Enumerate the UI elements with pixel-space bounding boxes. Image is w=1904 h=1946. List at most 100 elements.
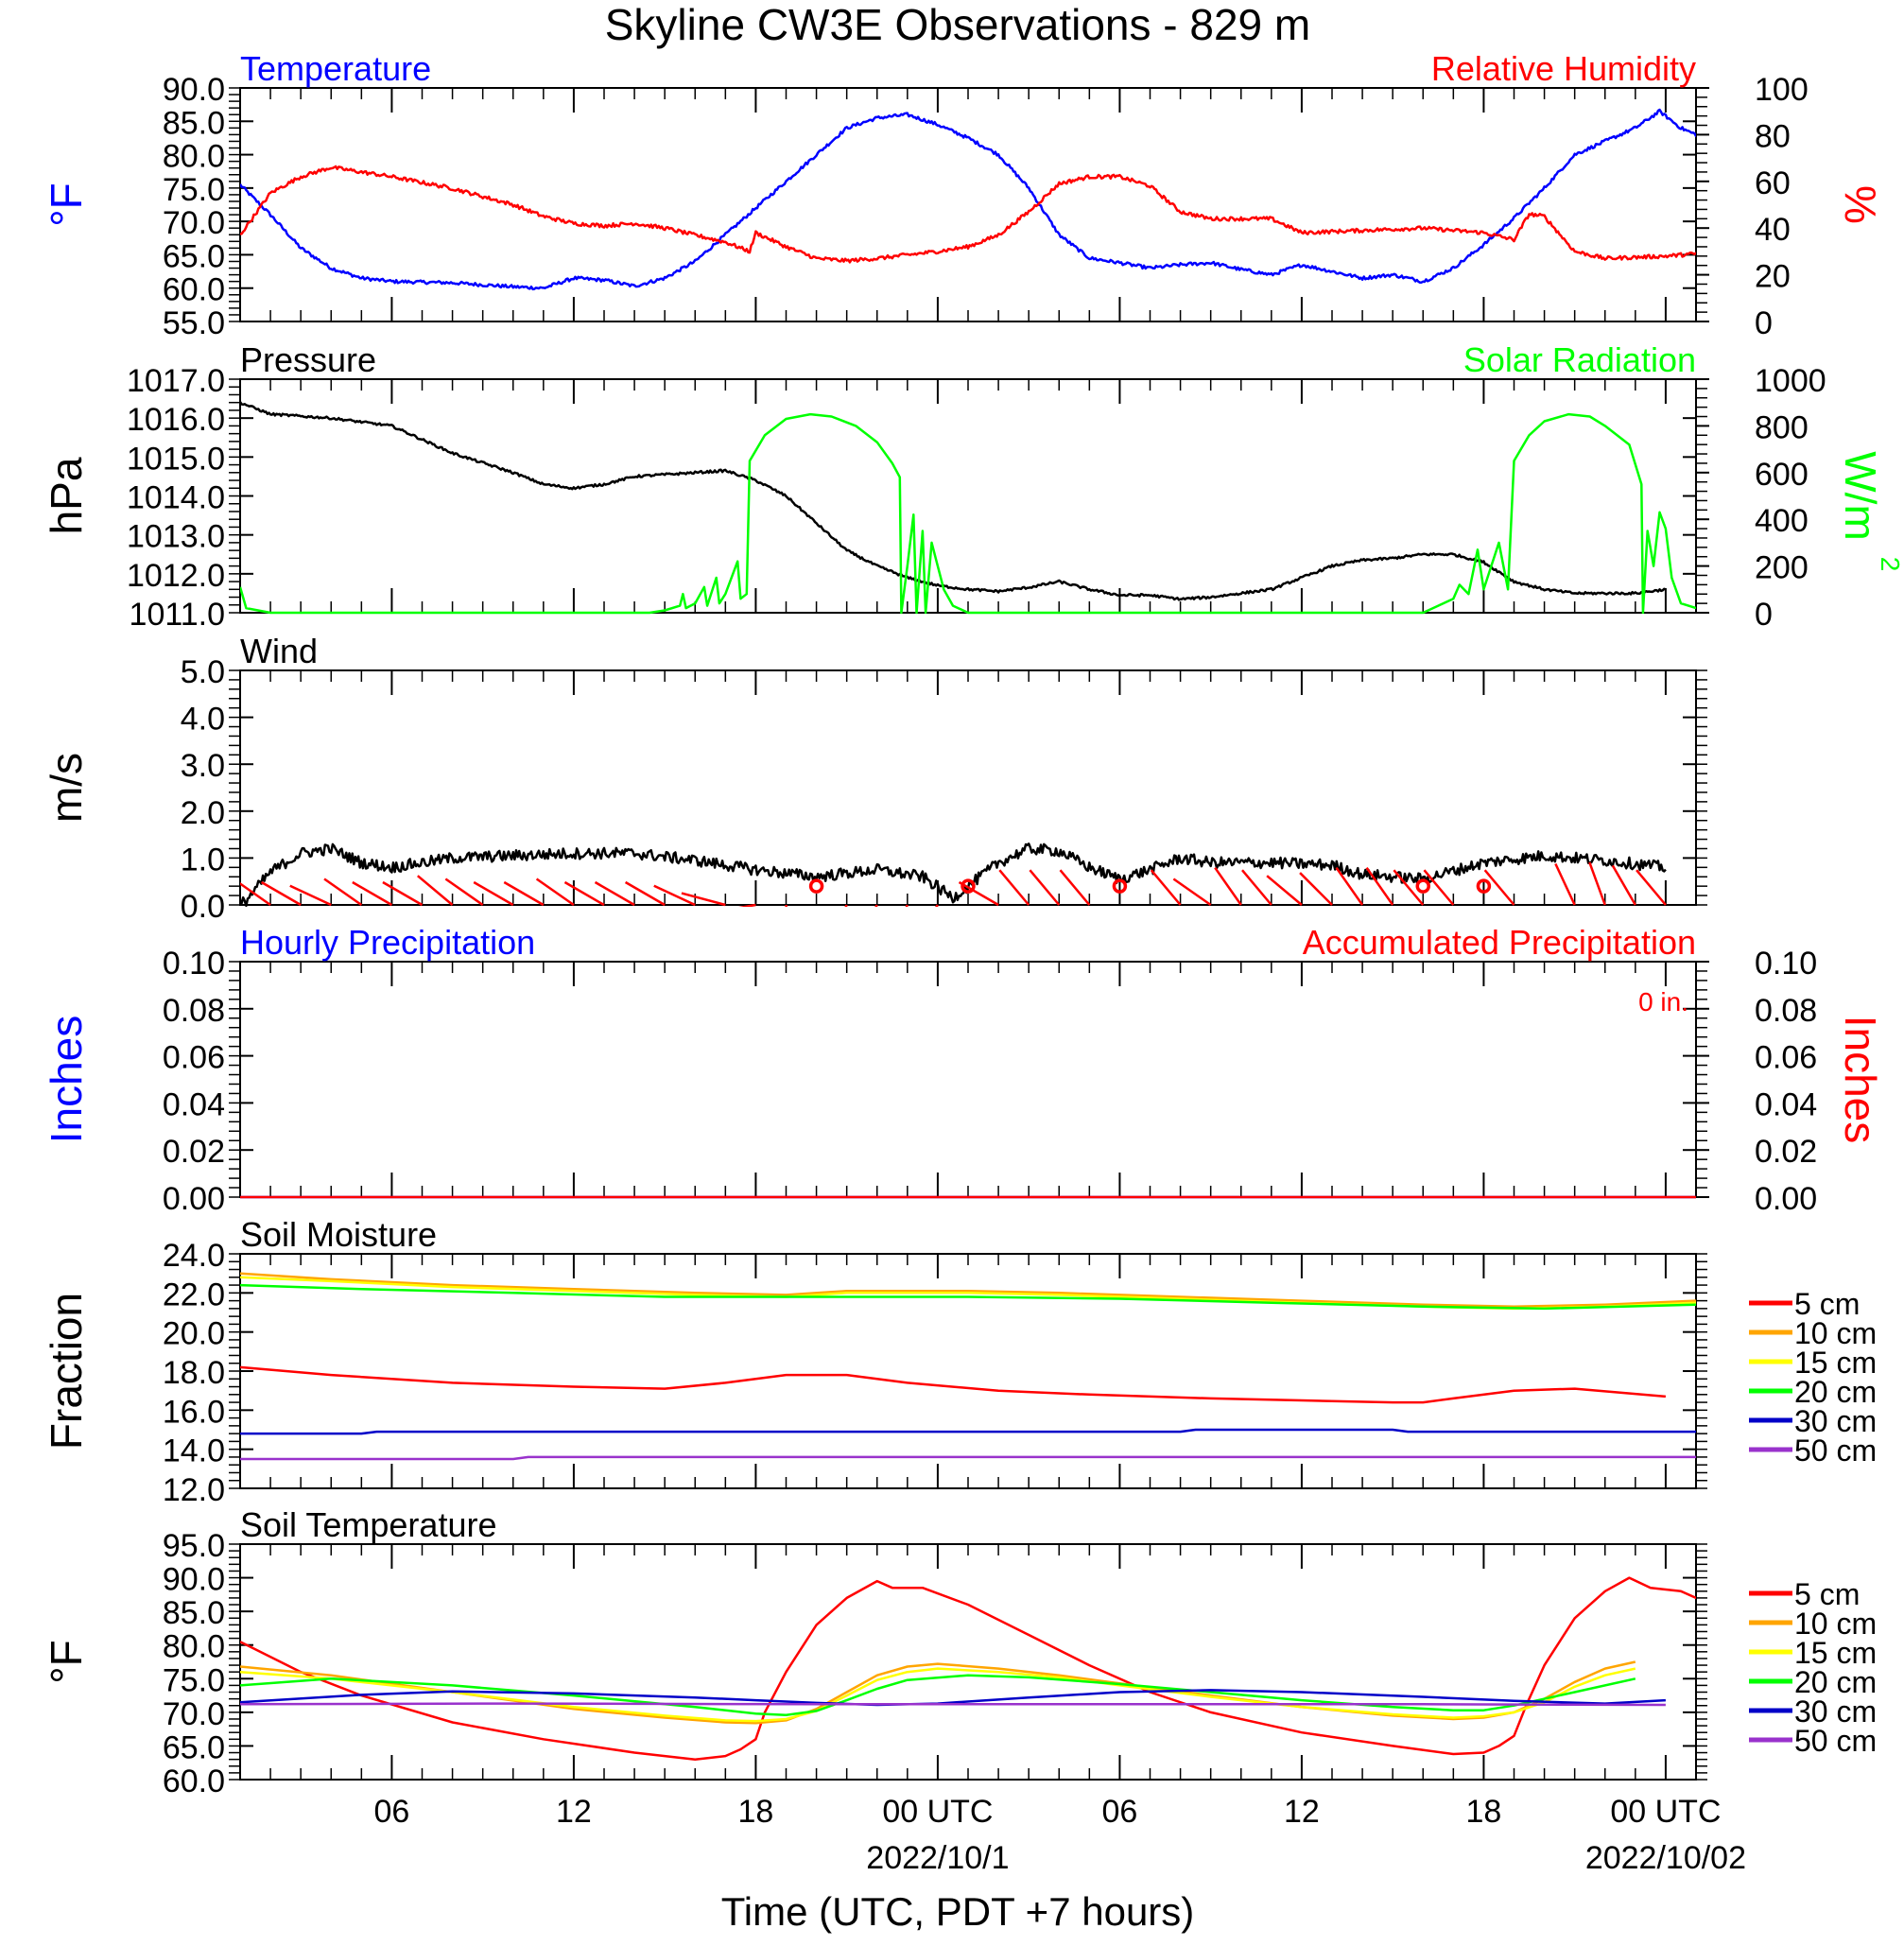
- y-tick-label: 1013.0: [127, 519, 225, 555]
- series-group: [240, 401, 1696, 615]
- wind-barb: [289, 884, 332, 907]
- wind-barb: [382, 880, 424, 907]
- calm-marker: [961, 878, 976, 894]
- panel-title-right: Accumulated Precipitation: [1303, 923, 1696, 962]
- wind-barb: [1554, 862, 1576, 906]
- series-5-cm: [240, 1365, 1667, 1404]
- panel-2: 1011.01012.01013.01014.01015.01016.01017…: [42, 340, 1904, 633]
- wind-barb: [323, 877, 363, 907]
- series-20-cm: [240, 1283, 1696, 1311]
- series-pressure: [240, 401, 1667, 601]
- wind-barb: [1423, 869, 1455, 906]
- wind-barb: [444, 877, 484, 907]
- y-tick-label: 1012.0: [127, 558, 225, 594]
- series-relative-humidity: [240, 165, 1696, 264]
- y-axis-title-right: Inches: [1836, 1016, 1885, 1144]
- y-tick-label: 60.0: [163, 1764, 225, 1799]
- wind-barb: [240, 882, 271, 907]
- y-tick-label: 1016.0: [127, 402, 225, 438]
- x-date-label: 2022/10/1: [866, 1840, 1009, 1876]
- x-tick-label: 06: [374, 1794, 410, 1830]
- y-tick-label-right: 600: [1755, 457, 1809, 493]
- legend-label: 20 cm: [1794, 1375, 1877, 1409]
- y-tick-label-right: 100: [1755, 72, 1809, 108]
- wind-barb: [503, 880, 545, 907]
- series-solar-radiation: [240, 412, 1696, 615]
- y-tick-label-right: 800: [1755, 409, 1809, 445]
- wind-barb: [1636, 869, 1667, 906]
- wind-barb: [1241, 869, 1272, 906]
- y-tick-label: 90.0: [163, 72, 225, 108]
- wind-barb: [1299, 872, 1333, 906]
- legend-label: 50 cm: [1794, 1433, 1877, 1468]
- y-axis-title-left: Fraction: [42, 1293, 91, 1450]
- wind-barb: [473, 880, 514, 907]
- panel-3: 0.0 1.0 2.0 3.0 4.0 5.0 Wind m/s: [42, 632, 1707, 925]
- y-axis-title-right: W/m: [1836, 451, 1885, 541]
- y-tick-label: 0.08: [163, 993, 225, 1029]
- legend-label: 30 cm: [1794, 1404, 1877, 1438]
- panels: 55.060.065.070.075.080.085.090.002040608…: [42, 49, 1904, 1876]
- y-tick-label-right: 0.08: [1755, 993, 1817, 1029]
- y-tick-label: 65.0: [163, 238, 225, 274]
- chart-title: Skyline CW3E Observations - 829 m: [605, 0, 1311, 49]
- y-tick-label-right: 0.02: [1755, 1134, 1817, 1170]
- x-tick-label: 12: [556, 1794, 592, 1830]
- panel-title-right: Solar Radiation: [1463, 340, 1696, 379]
- panel-5: 12.014.016.018.020.0 22.024.0 Soil Moistur…: [42, 1215, 1877, 1508]
- wind-barb: [563, 880, 605, 907]
- y-tick-label: 12.0: [163, 1472, 225, 1508]
- y-tick-label: 5.0: [181, 654, 225, 690]
- panel-6: 60.065.070.075.080.085.090.095.0 Soil Tem…: [42, 1505, 1877, 1799]
- wind-barb: [1365, 866, 1394, 906]
- y-tick-label: 80.0: [163, 1629, 225, 1665]
- series-group: [240, 1576, 1696, 1761]
- y-tick-label: 1015.0: [127, 441, 225, 477]
- wind-barb: [1611, 864, 1636, 906]
- wind-barb: [1266, 875, 1303, 906]
- y-tick-label: 22.0: [163, 1277, 225, 1312]
- legend-label: 30 cm: [1794, 1694, 1877, 1729]
- y-tick-label-right: 0: [1755, 597, 1773, 633]
- legend-label: 5 cm: [1794, 1287, 1860, 1321]
- y-tick-label-right: 0.04: [1755, 1086, 1817, 1122]
- calm-marker: [1415, 878, 1430, 894]
- y-tick-label: 75.0: [163, 1662, 225, 1698]
- panel-title-left: Hourly Precipitation: [240, 923, 535, 962]
- y-tick-label-right: 80: [1755, 118, 1791, 154]
- legend-label: 15 cm: [1794, 1346, 1877, 1380]
- wind-barb: [1483, 869, 1515, 906]
- y-tick-label-right: 60: [1755, 165, 1791, 201]
- y-axis-title-left: hPa: [42, 457, 91, 534]
- calm-marker: [1112, 878, 1128, 894]
- y-axis-title-left: °F: [42, 1640, 91, 1684]
- y-tick-label: 14.0: [163, 1433, 225, 1469]
- calm-marker: [808, 878, 824, 894]
- legend-label: 10 cm: [1794, 1316, 1877, 1350]
- wind-barb: [535, 877, 575, 907]
- y-tick-label-right: 0: [1755, 305, 1773, 341]
- wind-barb: [681, 892, 726, 907]
- series-group: [240, 843, 1667, 907]
- x-tick-label: 00 UTC: [882, 1794, 993, 1830]
- y-tick-label: 70.0: [163, 205, 225, 241]
- y-tick-label: 0.00: [163, 1181, 225, 1217]
- y-tick-label: 70.0: [163, 1696, 225, 1732]
- x-tick-label: 00 UTC: [1610, 1794, 1721, 1830]
- x-date-label: 2022/10/02: [1585, 1840, 1746, 1876]
- y-axis-title-left: m/s: [42, 753, 91, 823]
- y-tick-label: 80.0: [163, 139, 225, 175]
- series-20-cm: [240, 1674, 1636, 1716]
- panel-title-left: Soil Temperature: [240, 1505, 496, 1544]
- y-tick-label: 1.0: [181, 842, 225, 877]
- series-temperature: [240, 108, 1696, 291]
- y-tick-label-right: 200: [1755, 550, 1809, 586]
- wind-barb: [594, 880, 635, 907]
- y-tick-label: 3.0: [181, 748, 225, 784]
- wind-barb: [624, 880, 666, 907]
- y-tick-label: 1017.0: [127, 363, 225, 399]
- y-tick-label: 20.0: [163, 1316, 225, 1352]
- legend-label: 10 cm: [1794, 1607, 1877, 1641]
